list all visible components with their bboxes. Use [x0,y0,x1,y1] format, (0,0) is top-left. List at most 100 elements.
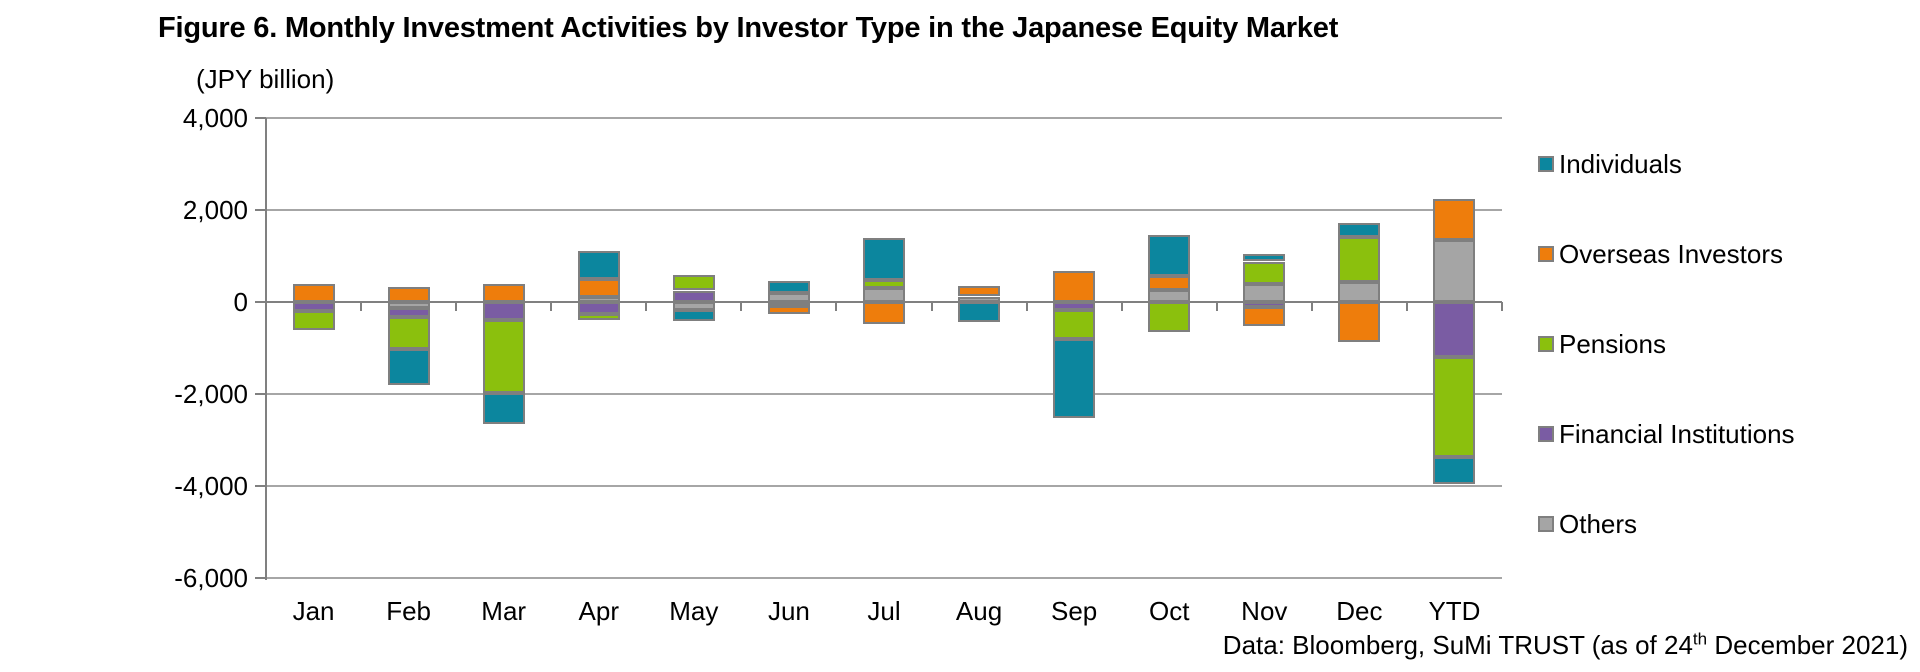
legend: Individuals Overseas Investors Pensions … [1538,0,1908,600]
x-axis-label-dec: Dec [1336,596,1383,626]
bar-segment-overseas-investors-feb [387,287,430,302]
x-axis-label-ytd: YTD [1428,596,1481,626]
y-axis-tick [255,117,266,119]
bar-segment-pensions-apr [577,314,620,320]
x-axis-label-may: May [669,596,719,626]
legend-label: Financial Institutions [1559,418,1795,449]
x-axis-category-tick [265,302,267,311]
x-axis-category-tick [360,302,363,311]
x-axis-label-aug: Aug [955,596,1003,626]
chart-plot-area: 4,000 2,000 0 -2,000 -4,000 -6,000 Jan Feb Mar Ap… [174,103,1503,626]
bar-segment-pensions-nov [1243,261,1286,284]
x-axis-category-tick [645,302,648,311]
legend-swatch-pensions [1538,336,1554,352]
legend-swatch-overseas-investors [1538,246,1554,262]
bar-segment-overseas-investors-ytd [1433,199,1476,241]
bar-segment-others-jul [863,287,905,302]
legend-item-individuals: Individuals [1538,148,1682,180]
bar-segment-financial-institutions-feb [387,308,430,318]
x-axis-label-sep: Sep [1051,596,1098,626]
bar-segment-others-jun [767,292,810,302]
gridline [266,485,1502,487]
bar-segment-overseas-investors-jan [292,283,335,302]
y-axis-line [265,118,267,580]
y-axis-tick [255,209,266,211]
source-note-text: Data: Bloomberg, SuMi TRUST (as of 24 [1222,630,1693,660]
gridline [266,209,1502,211]
figure-title: Figure 6. Monthly Investment Activities … [158,12,1339,44]
legend-label: Others [1559,508,1638,539]
gridline [266,393,1502,395]
bar-segment-overseas-investors-aug [958,286,1001,297]
y-axis-unit-label: (JPY billion) [196,64,335,94]
legend-item-financial-institutions: Financial Institutions [1538,418,1795,450]
y-axis-tick [255,485,266,487]
bar-segment-pensions-may [672,275,715,291]
bar-segment-individuals-jun [767,281,810,293]
y-axis-tick [255,393,266,395]
x-axis-category-tick [1025,302,1028,311]
bar-segment-overseas-investors-mar [482,283,525,302]
source-note: Data: Bloomberg, SuMi TRUST (as of 24th … [1223,630,1908,661]
bar-segment-pensions-ytd [1433,357,1476,457]
x-axis-category-tick [455,302,458,311]
x-axis-category-tick [930,302,933,311]
x-axis-label-jun: Jun [767,596,810,626]
bar-segment-overseas-investors-oct [1148,275,1191,291]
bar-segment-pensions-mar [482,319,525,393]
bar-segment-financial-institutions-nov [1243,302,1286,308]
x-axis-label-mar: Mar [481,596,527,626]
x-axis-label-feb: Feb [386,596,431,626]
x-axis-category-tick [835,302,838,311]
bar-segment-financial-institutions-ytd [1433,302,1476,358]
y-axis-tick-label: 4,000 [182,103,248,133]
bar-segment-financial-institutions-jan [292,302,335,311]
bar-segment-overseas-investors-nov [1243,307,1286,327]
bar-segment-others-dec [1338,282,1381,302]
legend-swatch-individuals [1538,156,1554,172]
bar-segment-pensions-feb [387,317,430,350]
bar-segment-others-may [672,302,715,311]
bar-segment-financial-institutions-mar [482,302,525,320]
bar-segment-others-ytd [1433,240,1476,302]
y-axis-tick-label: -6,000 [174,563,248,593]
bar-segment-others-feb [387,302,430,309]
x-axis-category-tick [1501,302,1503,311]
bar-segment-others-nov [1243,284,1286,302]
bar-segment-others-apr [577,297,620,302]
bar-segment-pensions-dec [1338,237,1381,283]
bar-segment-individuals-mar [482,392,525,424]
bar-segment-individuals-nov [1243,253,1286,262]
legend-item-overseas-investors: Overseas Investors [1538,238,1783,270]
legend-item-others: Others [1538,508,1637,540]
bar-segment-pensions-sep [1053,310,1096,339]
bar-segment-individuals-feb [387,349,430,385]
bar-segment-financial-institutions-sep [1053,302,1096,311]
bar-segment-individuals-jul [863,238,905,280]
x-axis-category-tick [1405,302,1408,311]
source-note-text: December 2021) [1707,630,1908,660]
bar-segment-financial-institutions-apr [577,302,620,314]
bar-segment-financial-institutions-jun [767,302,810,307]
gridline [266,577,1502,579]
x-axis-label-jan: Jan [292,596,335,626]
bar-segment-individuals-may [672,310,715,322]
bar-segment-overseas-investors-jul [863,302,905,324]
y-axis-tick [255,301,266,303]
bar-segment-overseas-investors-jun [767,306,810,315]
legend-label: Pensions [1559,328,1666,359]
x-axis-label-nov: Nov [1241,596,1288,626]
legend-label: Overseas Investors [1559,238,1783,269]
y-axis-tick-label: 2,000 [182,195,248,225]
source-note-superscript: th [1692,629,1708,649]
bar-segment-pensions-jul [863,279,905,288]
legend-item-pensions: Pensions [1538,328,1666,360]
legend-swatch-others [1538,516,1554,532]
legend-label: Individuals [1559,148,1682,179]
x-axis-category-tick [550,302,553,311]
bar-segment-individuals-sep [1053,338,1096,418]
bar-segment-individuals-oct [1148,234,1191,276]
y-axis-tick-label: -4,000 [174,471,248,501]
bar-segment-financial-institutions-may [672,290,715,302]
